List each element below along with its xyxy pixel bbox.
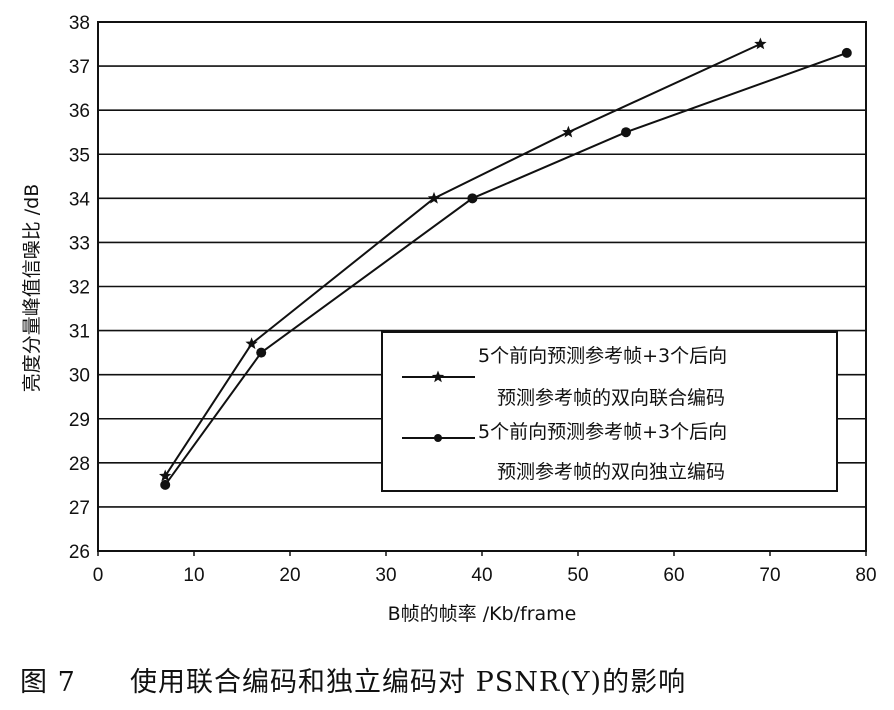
data-point-circle xyxy=(256,347,267,358)
grid-lines xyxy=(98,65,866,508)
x-tick-label: 50 xyxy=(567,565,588,586)
y-tick-label: 36 xyxy=(69,101,90,122)
y-axis-ticks: 26 27 28 29 30 31 32 33 34 35 36 37 38 xyxy=(69,13,91,563)
data-point-star xyxy=(427,191,441,204)
legend-circle-marker xyxy=(434,434,442,442)
legend-joint-line2: 预测参考帧的双向联合编码 xyxy=(497,387,725,409)
legend: 5个前向预测参考帧+3个后向 预测参考帧的双向联合编码 5个前向预测参考帧+3个… xyxy=(381,331,838,492)
x-tick-label: 20 xyxy=(279,565,300,586)
legend-star-marker xyxy=(431,370,445,383)
x-tick-label: 80 xyxy=(855,565,876,586)
y-tick-label: 27 xyxy=(69,498,90,519)
data-point-circle xyxy=(160,479,171,490)
data-point-circle xyxy=(841,47,852,58)
x-tick-label: 10 xyxy=(183,565,204,586)
y-tick-label: 28 xyxy=(69,454,90,475)
x-tick-label: 60 xyxy=(663,565,684,586)
data-point-star xyxy=(562,125,575,138)
y-tick-label: 31 xyxy=(69,322,90,343)
x-axis-ticks: 0 10 20 30 40 50 60 70 80 xyxy=(93,551,877,586)
data-point-circle xyxy=(621,127,631,138)
psnr-chart: 26 27 28 29 30 31 32 33 34 35 36 37 38 0 10 20 30 40 50 60… xyxy=(21,13,877,625)
y-axis-label: 亮度分量峰值信噪比 /dB xyxy=(21,184,43,393)
data-point-circle xyxy=(467,193,478,204)
x-axis-label: B帧的帧率 /Kb/frame xyxy=(388,603,577,625)
x-tick-label: 0 xyxy=(93,565,104,586)
legend-joint-line1: 5个前向预测参考帧+3个后向 xyxy=(478,345,727,367)
legend-independent-line1: 5个前向预测参考帧+3个后向 xyxy=(478,421,727,443)
x-tick-label: 30 xyxy=(375,565,396,586)
x-tick-label: 40 xyxy=(471,565,492,586)
y-tick-label: 30 xyxy=(69,366,90,387)
y-tick-label: 29 xyxy=(69,410,90,431)
y-tick-label: 33 xyxy=(69,233,90,254)
data-point-star xyxy=(245,337,258,350)
legend-box xyxy=(381,331,838,492)
y-tick-label: 34 xyxy=(69,189,91,210)
x-tick-label: 70 xyxy=(759,565,780,586)
figure-caption-text: 使用联合编码和独立编码对 PSNR(Y)的影响 xyxy=(130,667,687,698)
data-point-star xyxy=(754,37,767,50)
figure-number: 图 7 xyxy=(20,667,76,698)
data-point-star xyxy=(159,469,172,482)
y-tick-label: 37 xyxy=(69,57,90,78)
y-tick-label: 35 xyxy=(69,145,90,166)
y-tick-label: 26 xyxy=(69,542,90,563)
y-tick-label: 38 xyxy=(69,13,90,34)
legend-independent-line2: 预测参考帧的双向独立编码 xyxy=(497,461,725,483)
series-group xyxy=(159,37,852,490)
y-tick-label: 32 xyxy=(69,278,90,299)
